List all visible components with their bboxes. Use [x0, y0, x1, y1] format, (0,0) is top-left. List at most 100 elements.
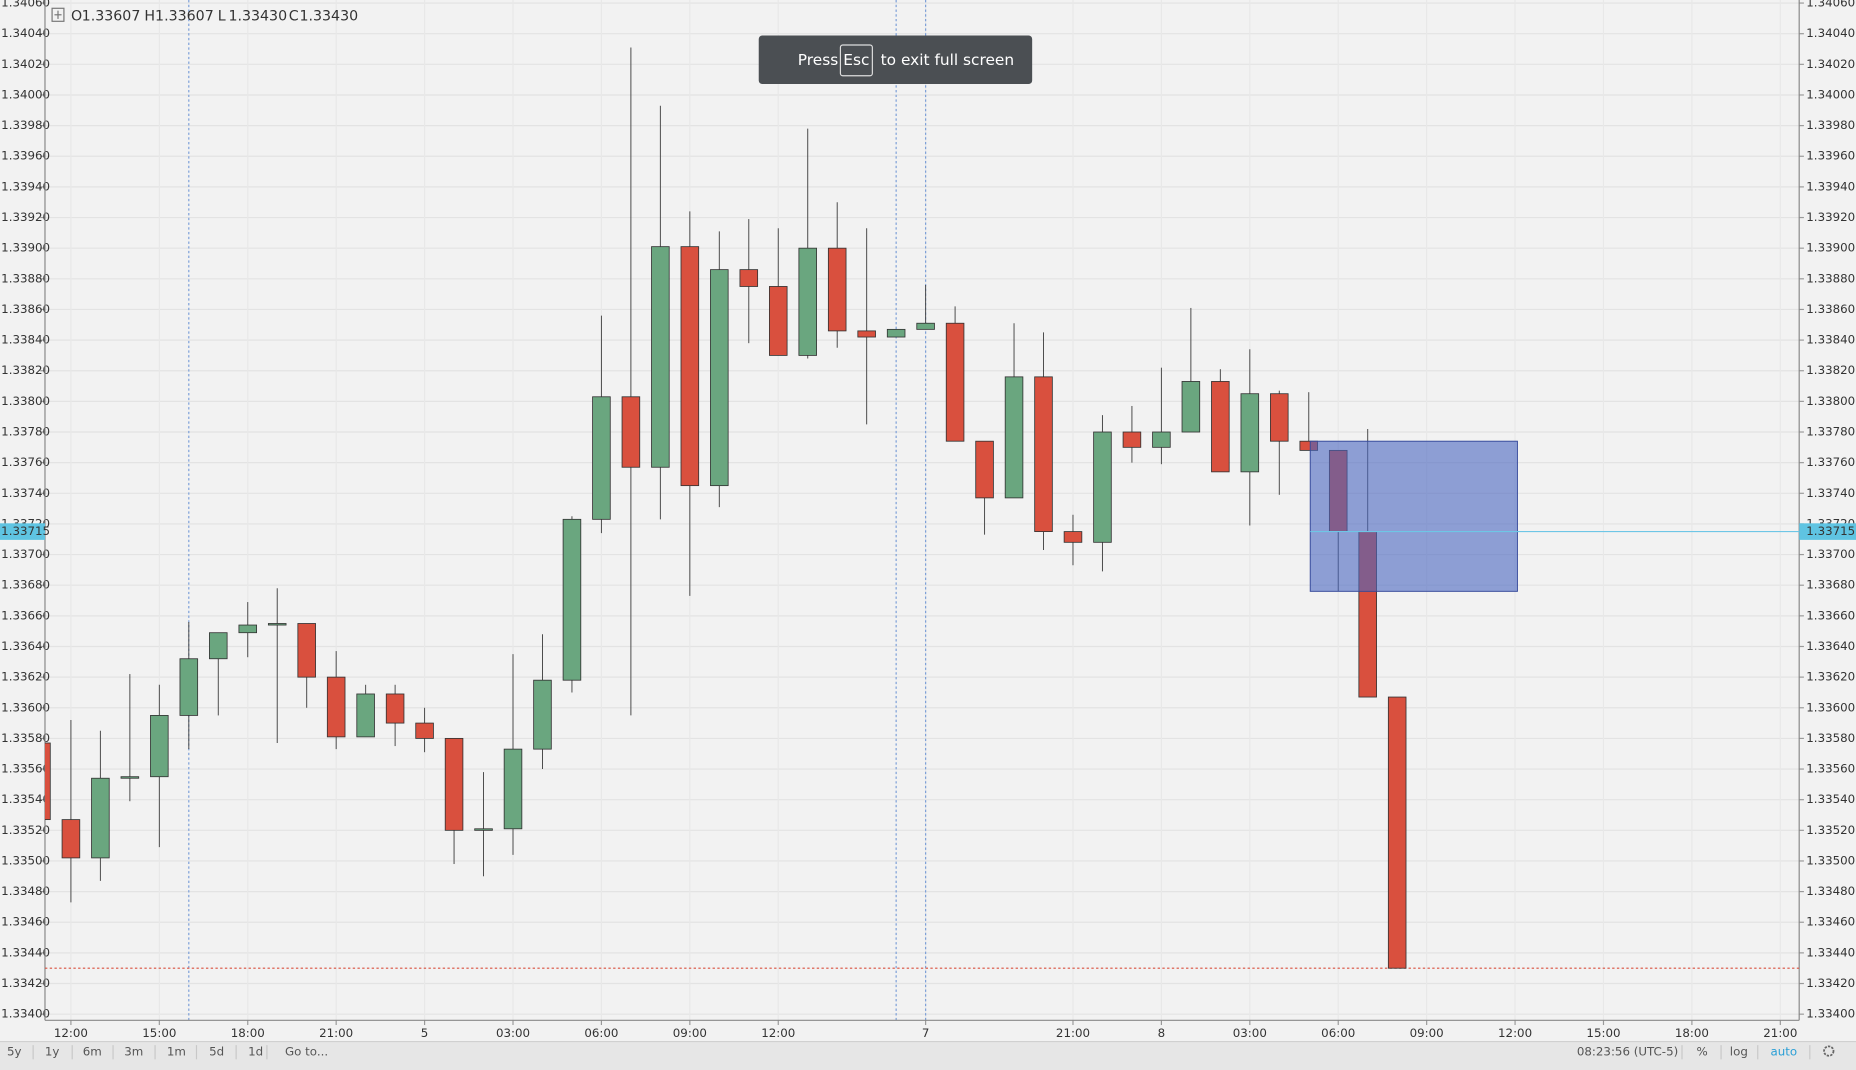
candle-body	[768, 286, 788, 356]
y-tick-label: 1.33740	[1806, 486, 1855, 500]
x-tick-label: 09:00	[673, 1026, 707, 1040]
range-button[interactable]: 3m	[124, 1045, 143, 1059]
drawn-rectangle	[1309, 440, 1518, 592]
range-button[interactable]: 1d	[248, 1045, 263, 1059]
y-tick-label: 1.34060	[1806, 0, 1855, 10]
y-tick-label: 1.33520	[1, 823, 50, 837]
x-tick-label: 06:00	[584, 1026, 618, 1040]
y-tick-label: 1.33560	[1806, 762, 1855, 776]
x-tick-label: 12:00	[761, 1026, 795, 1040]
y-tick-label: 1.33440	[1806, 945, 1855, 959]
y-tick-label: 1.33520	[1806, 823, 1855, 837]
y-tick-label: 1.33540	[1806, 792, 1855, 806]
y-tick-label: 1.33920	[1806, 210, 1855, 224]
y-tick-label: 1.33540	[1, 792, 50, 806]
ohlc-value: 1.33607	[155, 9, 214, 25]
y-tick-label: 1.33840	[1806, 333, 1855, 347]
candle-body	[1063, 531, 1083, 543]
candle-body	[857, 330, 876, 338]
y-tick-label: 1.33640	[1, 639, 50, 653]
range-button[interactable]: 6m	[83, 1045, 102, 1059]
candle-body	[886, 328, 906, 338]
candle-body	[562, 518, 582, 681]
y-tick-label: 1.33560	[1, 762, 50, 776]
candle-body	[916, 322, 935, 330]
y-tick-label: 1.33500	[1806, 853, 1855, 867]
clock: 08:23:56 (UTC-5)	[1577, 1045, 1678, 1059]
x-tick-label: 8	[1158, 1026, 1166, 1040]
y-tick-label: 1.33780	[1806, 425, 1855, 439]
crosshair-label: 1.33715	[1, 524, 50, 538]
y-tick-label: 1.33440	[1, 945, 50, 959]
candle-body	[91, 777, 110, 859]
candle-body	[61, 819, 81, 859]
toolbar	[0, 1041, 1856, 1070]
expand-icon[interactable]	[51, 7, 65, 22]
y-tick-label: 1.33880	[1806, 271, 1855, 285]
candle-body	[1240, 393, 1260, 473]
ohlc-value: 1.33607	[82, 9, 141, 25]
candle-body	[680, 246, 700, 487]
range-button[interactable]: 5d	[209, 1045, 224, 1059]
x-tick-label: 18:00	[1675, 1026, 1709, 1040]
candles	[44, 47, 1800, 969]
x-tick-label: 15:00	[1586, 1026, 1620, 1040]
x-tick-label: 7	[922, 1026, 930, 1040]
candle-body	[444, 737, 464, 831]
settings-icon[interactable]	[1823, 1045, 1835, 1057]
y-tick-label: 1.33820	[1, 363, 50, 377]
candle-body	[1034, 376, 1053, 533]
candle-body	[297, 623, 316, 678]
candle-body	[651, 246, 670, 468]
range-button[interactable]: 5y	[7, 1045, 22, 1059]
esc-key: Esc	[843, 51, 869, 69]
candle-body	[1093, 431, 1112, 543]
candle-body	[1152, 431, 1171, 448]
y-tick-label: 1.33880	[1, 271, 50, 285]
candle-body	[621, 396, 641, 468]
candle-body	[356, 693, 375, 738]
ohlc-key: L	[218, 9, 226, 25]
log-button[interactable]: log	[1730, 1045, 1748, 1059]
x-tick-label: 03:00	[1233, 1026, 1267, 1040]
candle-body	[267, 623, 287, 626]
candle-body	[945, 322, 965, 442]
y-tick-label: 1.33660	[1, 608, 50, 622]
ohlc-key: O	[71, 9, 82, 25]
y-tick-label: 1.33420	[1, 976, 50, 990]
x-tick-label: 12:00	[54, 1026, 88, 1040]
range-button[interactable]: 1m	[167, 1045, 186, 1059]
crosshair-label-box	[0, 523, 45, 540]
y-tick-label: 1.33680	[1, 578, 50, 592]
percent-button[interactable]: %	[1696, 1045, 1707, 1059]
candle-body	[1181, 381, 1201, 433]
range-button[interactable]: Go to...	[285, 1045, 328, 1059]
range-button[interactable]: 1y	[45, 1045, 60, 1059]
candle-body	[1387, 696, 1407, 969]
y-tick-label: 1.33760	[1806, 455, 1855, 469]
auto-button[interactable]: auto	[1770, 1045, 1797, 1059]
candle-body	[474, 828, 493, 831]
y-tick-label: 1.33800	[1806, 394, 1855, 408]
y-tick-label: 1.33480	[1, 884, 50, 898]
y-tick-label: 1.34040	[1806, 26, 1855, 40]
y-tick-label: 1.34000	[1806, 87, 1855, 101]
candle-body	[238, 624, 258, 634]
candle-body	[1004, 376, 1024, 499]
x-tick-label: 09:00	[1410, 1026, 1444, 1040]
y-tick-label: 1.33900	[1806, 241, 1855, 255]
x-tick-label: 12:00	[1498, 1026, 1532, 1040]
y-tick-label: 1.33820	[1806, 363, 1855, 377]
y-tick-label: 1.33660	[1806, 608, 1855, 622]
x-tick-label: 06:00	[1321, 1026, 1355, 1040]
candle-body	[827, 247, 847, 332]
y-tick-label: 1.33640	[1806, 639, 1855, 653]
x-tick-label: 18:00	[231, 1026, 265, 1040]
crosshair-label-box	[1799, 523, 1856, 540]
y-tick-label: 1.33900	[1, 241, 50, 255]
toast-text: to exit full screen	[881, 51, 1015, 69]
y-tick-label: 1.33620	[1, 670, 50, 684]
y-tick-label: 1.33680	[1806, 578, 1855, 592]
